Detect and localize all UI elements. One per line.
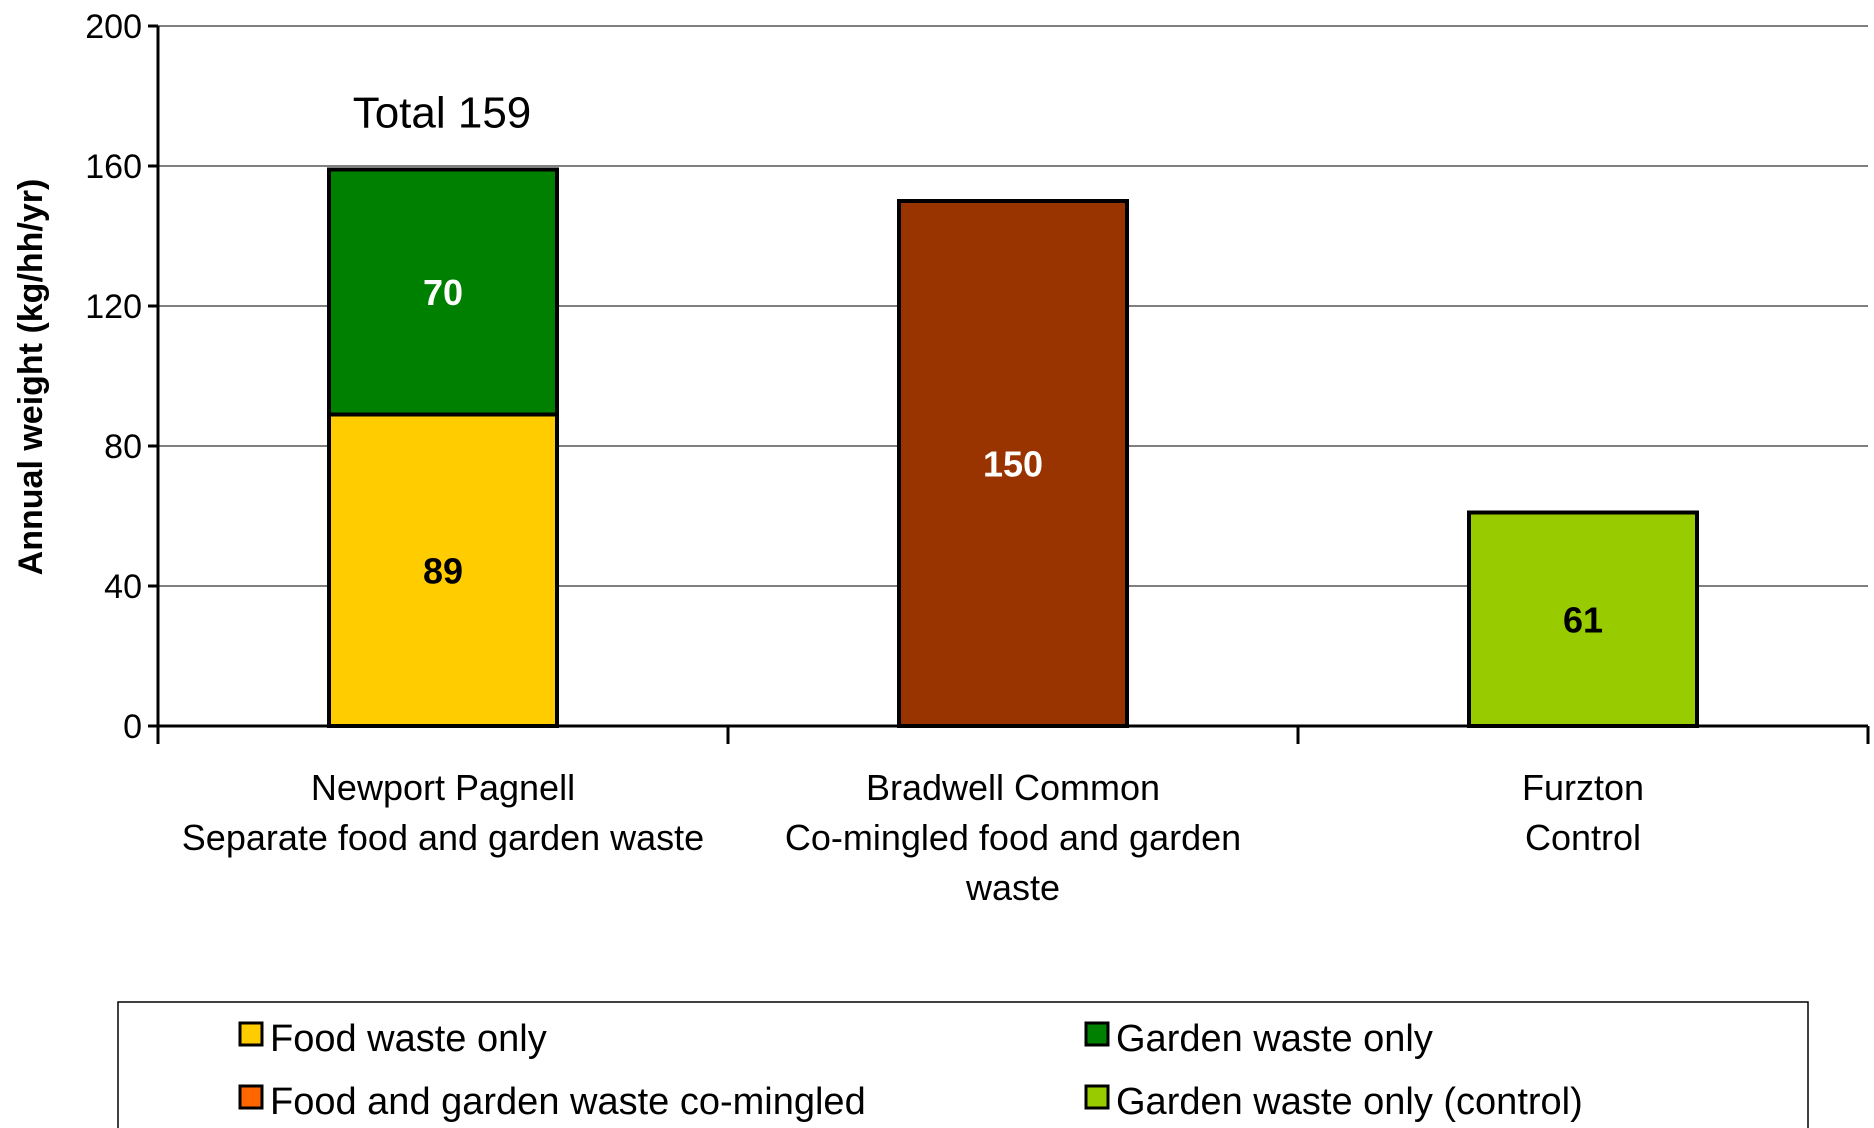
y-tick-label: 80	[104, 428, 142, 466]
x-category-label: waste	[965, 867, 1060, 908]
legend-label: Garden waste only	[1116, 1018, 1433, 1060]
legend-label: Food and garden waste co-mingled	[270, 1081, 866, 1123]
y-tick-label: 40	[104, 568, 142, 606]
x-category-label: Control	[1525, 817, 1641, 858]
bars	[327, 167, 1699, 728]
y-tick-label: 0	[123, 708, 142, 746]
total-annotation: Total 159	[353, 89, 532, 138]
y-tick-label: 160	[85, 148, 142, 186]
x-category-label: Furzton	[1522, 767, 1644, 808]
y-tick-label: 200	[85, 8, 142, 46]
bar	[897, 199, 1129, 728]
bar	[1467, 510, 1699, 728]
legend-box	[117, 1001, 1809, 1128]
y-axis-title: Annual weight (kg/hh/yr)	[12, 179, 50, 576]
data-label: 70	[423, 272, 463, 313]
legend-swatch	[1084, 1021, 1110, 1047]
bar	[327, 412, 559, 728]
labels: 0 40 80 120 160 200 89 70 Newport Pagnell Separat…	[85, 8, 1644, 908]
x-category-label: Bradwell Common	[866, 767, 1160, 808]
x-category-label: Co-mingled food and garden	[785, 817, 1241, 858]
data-label: 89	[423, 550, 463, 591]
legend-swatch	[1084, 1084, 1110, 1110]
y-tick-label: 120	[85, 288, 142, 326]
legend-swatch	[238, 1084, 264, 1110]
legend-swatch	[238, 1021, 264, 1047]
legend-label: Garden waste only (control)	[1116, 1081, 1583, 1123]
data-label: 61	[1563, 599, 1603, 640]
x-category-label: Newport Pagnell	[311, 767, 575, 808]
legend-label: Food waste only	[270, 1018, 547, 1060]
legend: Food waste only Garden waste only Food and…	[117, 1001, 1809, 1128]
data-label: 150	[983, 444, 1043, 485]
bar	[327, 167, 559, 417]
x-category-label: Separate food and garden waste	[182, 817, 704, 858]
axes	[148, 24, 1870, 744]
